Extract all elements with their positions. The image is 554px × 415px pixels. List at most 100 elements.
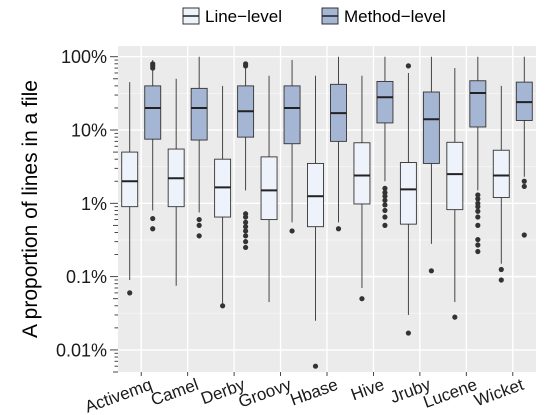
- outlier-point: [475, 242, 481, 248]
- x-tick-label: Camel: [148, 375, 201, 410]
- outlier-point: [243, 219, 249, 225]
- box-line-level-jruby: [399, 63, 417, 336]
- x-tick-label: Hive: [348, 375, 386, 404]
- x-tick-label: Groovy: [236, 375, 294, 412]
- outlier-point: [196, 216, 202, 223]
- y-tick-label: 100%: [61, 47, 107, 67]
- box-line-level-groovy: [260, 75, 278, 303]
- legend-label-line-level: Line−level: [205, 7, 282, 26]
- box-method-level-groovy: [283, 60, 301, 234]
- box-method-level-derby: [237, 61, 255, 251]
- outlier-point: [405, 330, 411, 336]
- x-tick-label: Hbase: [288, 375, 341, 410]
- boxes: [121, 56, 533, 369]
- outlier-point: [150, 226, 156, 232]
- box-iqr: [260, 156, 278, 221]
- outlier-point: [498, 266, 504, 273]
- box-line-level-derby: [214, 85, 232, 309]
- outlier-point: [452, 314, 458, 320]
- y-tick-label: 0.01%: [56, 340, 107, 360]
- outlier-point: [475, 236, 481, 243]
- outlier-point: [475, 214, 481, 220]
- box-iqr: [190, 87, 208, 141]
- box-iqr: [399, 162, 417, 225]
- outlier-point: [475, 204, 481, 210]
- legend-item-method-level: Method−level: [321, 7, 446, 26]
- y-axis-title: A proportion of lines in a file: [19, 80, 42, 338]
- box-method-level-lucene: [469, 56, 487, 255]
- box-iqr: [446, 141, 464, 211]
- outlier-point: [289, 228, 295, 234]
- outlier-point: [243, 214, 249, 220]
- outlier-point: [382, 190, 388, 196]
- x-tick-label: Activemq: [82, 375, 154, 415]
- box-method-level-jruby: [422, 56, 440, 274]
- outlier-point: [150, 215, 156, 222]
- outlier-point: [243, 233, 249, 239]
- outlier-point: [243, 244, 249, 251]
- box-iqr: [422, 91, 440, 164]
- outlier-point: [475, 222, 481, 228]
- box-method-level-hive: [376, 56, 394, 228]
- outlier-point: [243, 239, 249, 245]
- box-method-level-hbase: [330, 56, 347, 232]
- outlier-point: [382, 207, 388, 214]
- outlier-point: [382, 202, 388, 208]
- legend-item-line-level: Line−level: [182, 7, 282, 26]
- box-line-level-lucene: [446, 68, 464, 320]
- box-line-level-activemq: [121, 82, 139, 296]
- box-iqr: [144, 85, 162, 140]
- y-axis: 0.01% 0.1% 1% 10% 100%: [56, 47, 118, 373]
- outlier-point: [475, 208, 481, 214]
- box-iqr: [376, 80, 394, 124]
- outlier-point: [521, 232, 527, 238]
- outlier-point: [382, 197, 388, 203]
- outlier-point: [475, 192, 481, 198]
- box-iqr: [469, 80, 487, 128]
- box-method-level-wicket: [515, 56, 533, 238]
- outlier-point: [382, 193, 388, 199]
- outlier-point: [405, 63, 411, 69]
- outlier-point: [150, 65, 156, 71]
- outlier-point: [196, 222, 202, 228]
- outlier-point: [359, 296, 365, 302]
- outlier-point: [243, 61, 249, 67]
- box-iqr: [492, 149, 510, 198]
- outlier-point: [312, 363, 319, 369]
- x-tick-label: Lucene: [421, 375, 480, 412]
- box-line-level-hive: [353, 75, 371, 302]
- outlier-point: [220, 303, 226, 309]
- outlier-point: [382, 214, 388, 220]
- box-line-level-wicket: [492, 85, 510, 283]
- outlier-point: [521, 178, 527, 184]
- x-tick-label: Wicket: [472, 375, 527, 410]
- y-tick-label: 10%: [71, 121, 107, 141]
- outlier-point: [196, 233, 202, 239]
- outlier-point: [521, 183, 527, 190]
- legend: Line−level Method−level: [182, 7, 446, 26]
- outlier-point: [428, 268, 434, 274]
- outlier-point: [382, 185, 388, 191]
- y-tick-label: 1%: [81, 194, 107, 214]
- outlier-point: [475, 196, 481, 202]
- y-axis-major-ticks: 0.01% 0.1% 1% 10% 100%: [56, 47, 107, 360]
- box-iqr: [307, 162, 324, 228]
- box-line-level-camel: [167, 78, 185, 286]
- outlier-point: [243, 228, 249, 234]
- box-iqr: [283, 85, 301, 145]
- outlier-point: [475, 248, 481, 255]
- box-line-level-hbase: [307, 75, 324, 369]
- gridlines: [118, 46, 536, 372]
- legend-label-method-level: Method−level: [344, 7, 446, 26]
- y-tick-label: 0.1%: [66, 267, 107, 287]
- box-method-level-camel: [190, 56, 208, 239]
- outlier-point: [382, 222, 388, 228]
- outlier-point: [498, 277, 504, 283]
- box-method-level-activemq: [144, 60, 162, 232]
- box-iqr: [121, 151, 139, 208]
- outlier-point: [243, 224, 249, 230]
- y-axis-minor-ticks: [110, 56, 118, 373]
- box-iqr: [353, 142, 371, 205]
